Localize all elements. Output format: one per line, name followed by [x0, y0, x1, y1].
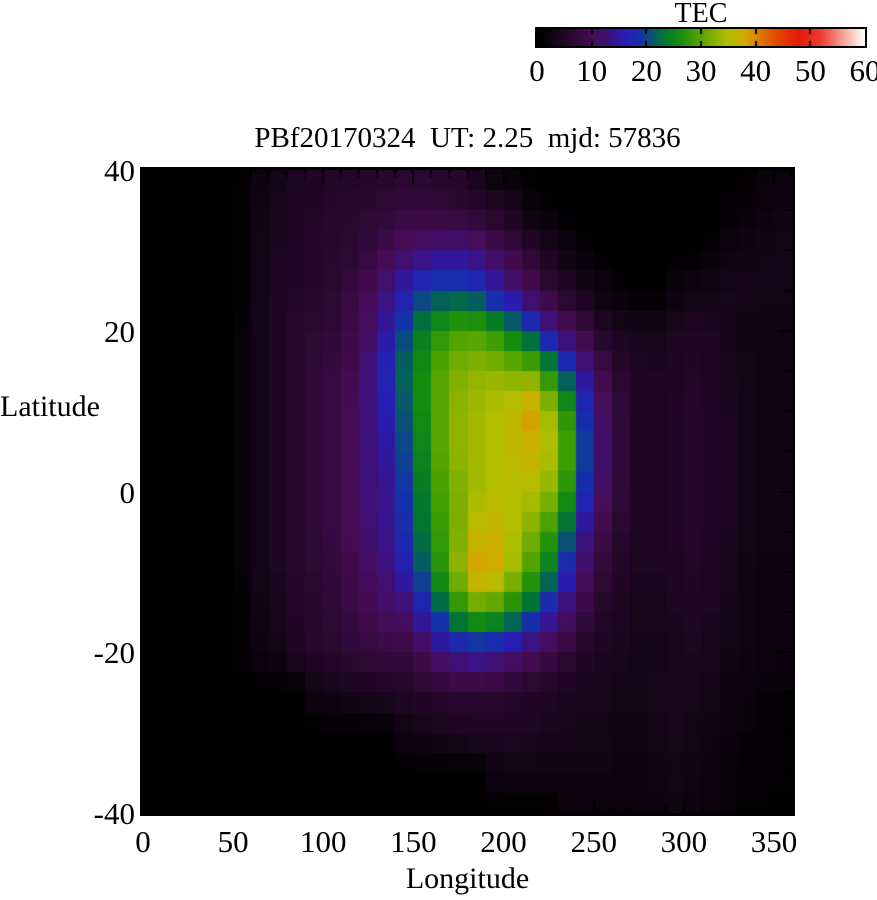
x-tick-label: 50 — [217, 824, 249, 859]
x-axis-label: Longitude — [405, 862, 530, 895]
x-tick-label: 150 — [390, 824, 437, 859]
colorbar-title: TEC — [674, 0, 728, 29]
colorbar-tick-label: 60 — [849, 53, 877, 88]
y-axis-label: Latitude — [0, 390, 100, 423]
x-tick-label: 0 — [135, 824, 151, 859]
x-tick-label: 300 — [660, 824, 708, 859]
y-tick-label: -20 — [93, 635, 135, 671]
y-tick-label: -40 — [93, 796, 135, 831]
colorbar — [535, 27, 867, 48]
colorbar-tick-label: 40 — [740, 53, 772, 88]
x-tick-label: 200 — [480, 824, 527, 859]
x-tick-label: 100 — [300, 824, 347, 859]
heatmap-plot-area — [140, 167, 795, 816]
colorbar-canvas — [537, 29, 865, 46]
heatmap-canvas — [143, 170, 792, 813]
x-tick-label: 350 — [750, 824, 798, 859]
colorbar-tick-label: 20 — [630, 53, 662, 88]
y-tick-label: 20 — [104, 313, 135, 349]
plot-title: PBf20170324 UT: 2.25 mjd: 57836 — [254, 122, 681, 154]
colorbar-tick-label: 0 — [529, 53, 545, 88]
colorbar-tick-label: 50 — [794, 53, 826, 88]
y-tick-label: 40 — [104, 153, 135, 188]
colorbar-tick-label: 30 — [685, 53, 717, 88]
y-tick-label: 0 — [119, 474, 136, 510]
colorbar-tick-label: 10 — [576, 53, 608, 88]
x-tick-label: 250 — [570, 824, 617, 859]
